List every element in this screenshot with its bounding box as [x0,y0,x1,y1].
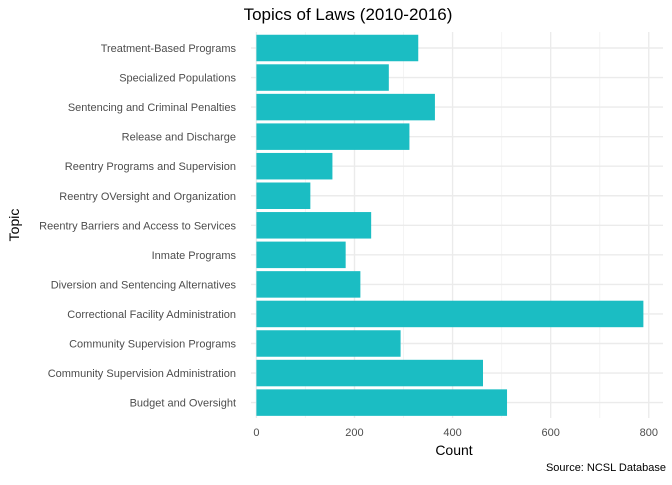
y-tick-labels: Treatment-Based Programs Specialized Popu… [39,43,236,410]
y-tick-label: Inmate Programs [152,250,237,262]
x-tick-labels: 0 200 400 600 800 [253,427,658,439]
y-tick-label: Treatment-Based Programs [101,43,237,55]
bar [256,93,435,121]
y-tick-label: Sentencing and Criminal Penalties [68,102,237,114]
bar [256,152,333,180]
bar [256,241,346,269]
y-tick-label: Diversion and Sentencing Alternatives [51,279,237,291]
y-tick-label: Reentry Programs and Supervision [65,161,236,173]
bar [256,389,508,416]
chart-title: Topics of Laws (2010-2016) [244,5,453,24]
x-tick-label: 200 [345,427,363,439]
chart-caption: Source: NCSL Database [546,462,666,474]
y-tick-label: Reentry OVersight and Organization [59,191,236,203]
y-axis-title: Topic [6,209,22,242]
y-tick-label: Budget and Oversight [130,398,236,410]
x-tick-label: 400 [443,427,461,439]
y-tick-label: Release and Discharge [122,132,236,144]
y-tick-label: Specialized Populations [119,73,236,85]
bar [256,123,410,150]
x-tick-label: 800 [640,427,658,439]
bar [256,64,389,91]
bars [256,34,644,416]
x-axis-title: Count [435,442,472,458]
bar [256,330,401,357]
bar [256,359,483,387]
x-tick-label: 0 [253,427,259,439]
bar [256,212,372,239]
y-tick-label: Reentry Barriers and Access to Services [39,220,236,232]
x-tick-label: 600 [542,427,560,439]
bar [256,182,311,209]
bar [256,34,419,62]
y-tick-label: Community Supervision Programs [69,339,236,351]
y-tick-label: Correctional Facility Administration [67,309,236,321]
bar [256,271,361,298]
bar [256,300,644,328]
y-tick-label: Community Supervision Administration [48,368,236,380]
